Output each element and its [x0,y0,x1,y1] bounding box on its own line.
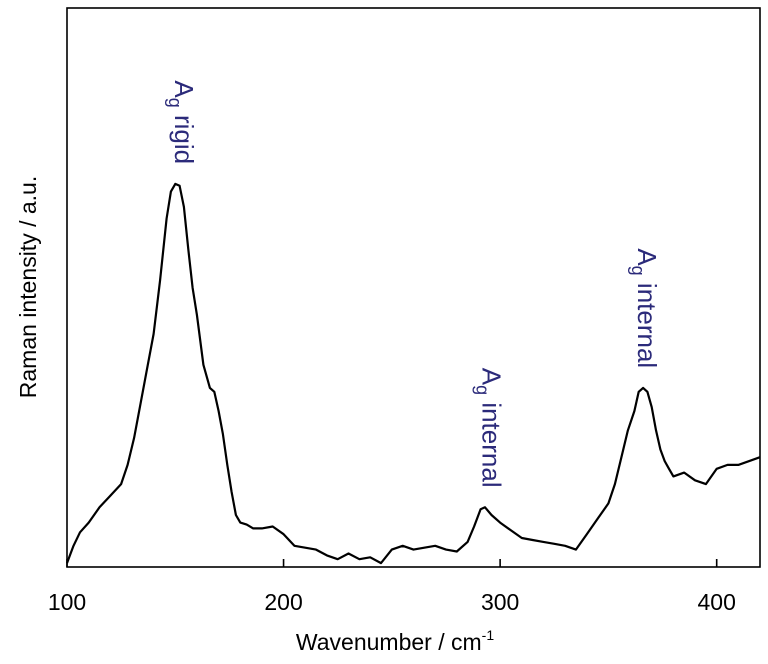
peak-annotation-2: Ag internal [472,368,506,488]
x-axis-title: Wavenumber / cm-1 [296,627,494,655]
x-axis-tick-labels: 100 200 300 400 [48,589,736,615]
raman-spectrum-line [65,182,761,565]
x-tick-label: 100 [48,589,86,615]
peak-annotation-1: Ag rigid [165,80,199,164]
y-axis-title: Raman intensity / a.u. [15,176,41,398]
x-axis-ticks [66,559,718,567]
x-axis-title-superscript: -1 [482,627,495,643]
plot-frame [66,7,761,568]
x-tick-label: 300 [481,589,519,615]
peak-annotation-3: Ag internal [628,248,662,368]
peak-annotations: Ag rigid Ag internal Ag internal [165,80,662,487]
x-axis-title-text: Wavenumber / cm [296,629,482,655]
x-tick-label: 400 [698,589,736,615]
x-tick-label: 200 [264,589,302,615]
